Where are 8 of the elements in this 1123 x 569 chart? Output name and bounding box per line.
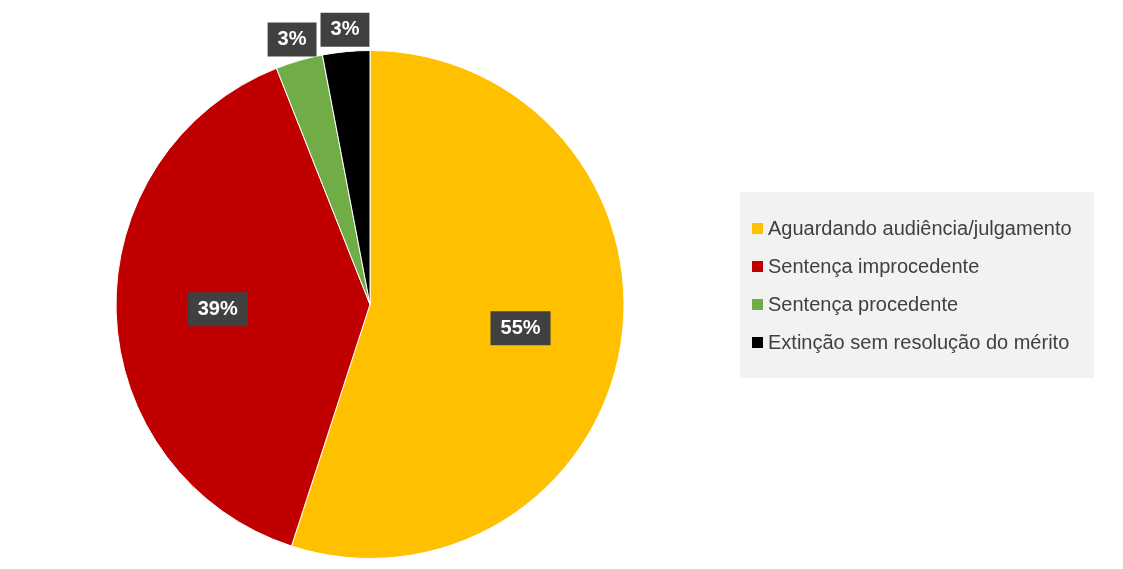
legend-label: Sentença procedente [768,291,959,316]
data-label: 39% [197,296,238,319]
data-label: 3% [277,26,307,49]
data-label: 55% [500,315,541,338]
data-label: 3% [330,17,360,40]
legend-label: Aguardando audiência/julgamento [768,215,1072,240]
legend-label: Extinção sem resolução do mérito [768,329,1070,354]
legend-label: Sentença improcedente [768,253,980,278]
